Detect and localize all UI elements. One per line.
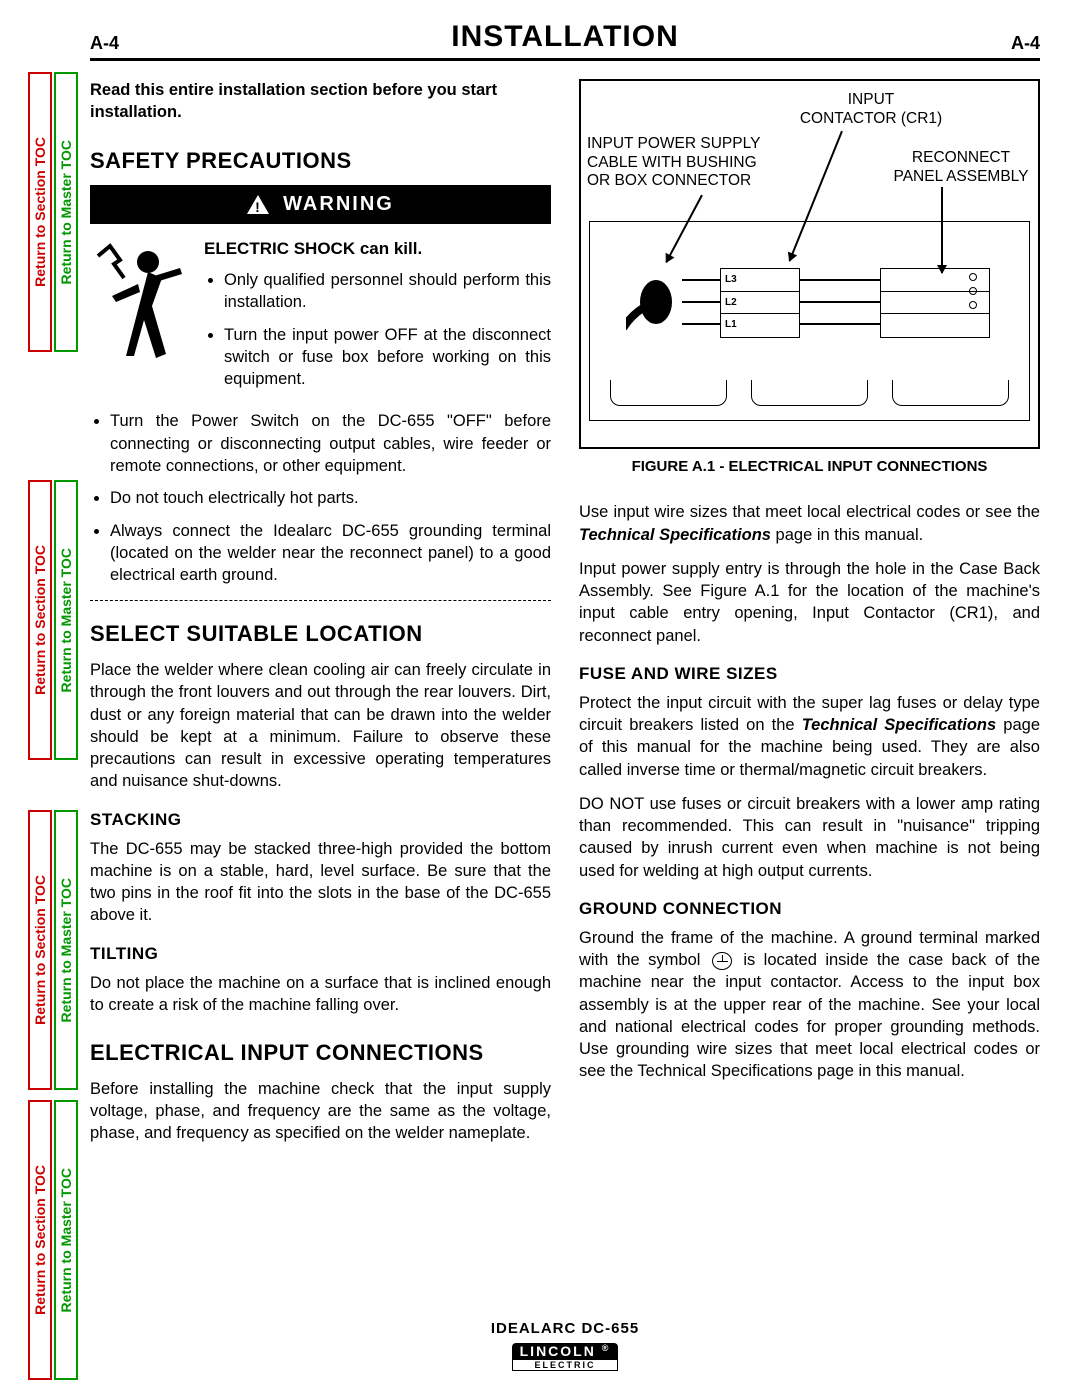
elec-heading: ELECTRICAL INPUT CONNECTIONS — [90, 1038, 551, 1068]
return-section-toc-tab[interactable]: Return to Section TOC — [28, 72, 52, 352]
side-tabs: Return to Section TOCReturn to Master TO… — [28, 0, 78, 1397]
warning-label: WARNING — [283, 191, 394, 218]
toc-tab-pair: Return to Section TOCReturn to Master TO… — [28, 480, 78, 760]
lincoln-logo: LINCOLN ® ELECTRIC — [512, 1343, 619, 1371]
return-section-toc-tab[interactable]: Return to Section TOC — [28, 480, 52, 760]
ground-symbol-icon — [712, 952, 732, 970]
return-master-toc-tab[interactable]: Return to Master TOC — [54, 72, 78, 352]
safety-bullet: Do not touch electrically hot parts. — [110, 487, 551, 509]
warning-bar: WARNING — [90, 185, 551, 224]
page-title: INSTALLATION — [451, 20, 679, 54]
toc-tab-pair: Return to Section TOCReturn to Master TO… — [28, 1100, 78, 1380]
stacking-para: The DC-655 may be stacked three-high pro… — [90, 838, 551, 927]
electric-shock-icon — [90, 238, 190, 368]
right-p2: Input power supply entry is through the … — [579, 558, 1040, 647]
right-column: INPUTCONTACTOR (CR1) INPUT POWER SUPPLYC… — [579, 79, 1040, 1157]
shock-heading: ELECTRIC SHOCK can kill. — [204, 238, 551, 261]
stacking-heading: STACKING — [90, 809, 551, 832]
fuse-p2: DO NOT use fuses or circuit breakers wit… — [579, 793, 1040, 882]
return-section-toc-tab[interactable]: Return to Section TOC — [28, 1100, 52, 1380]
fig-label-reconnect: RECONNECTPANEL ASSEMBLY — [881, 149, 1041, 186]
tilting-heading: TILTING — [90, 943, 551, 966]
ground-para: Ground the frame of the machine. A groun… — [579, 927, 1040, 1083]
warning-triangle-icon — [247, 195, 269, 214]
footer-model: IDEALARC DC-655 — [90, 1320, 1040, 1337]
tilting-para: Do not place the machine on a surface th… — [90, 972, 551, 1017]
right-p1: Use input wire sizes that meet local ele… — [579, 501, 1040, 546]
return-master-toc-tab[interactable]: Return to Master TOC — [54, 1100, 78, 1380]
safety-bullets: Turn the Power Switch on the DC-655 "OFF… — [90, 410, 551, 586]
fuse-p1: Protect the input circuit with the super… — [579, 692, 1040, 781]
fig-label-supply: INPUT POWER SUPPLYCABLE WITH BUSHINGOR B… — [587, 135, 797, 191]
page-header: A-4 INSTALLATION A-4 — [90, 20, 1040, 61]
fuse-heading: FUSE AND WIRE SIZES — [579, 663, 1040, 686]
page-content: A-4 INSTALLATION A-4 Read this entire in… — [90, 20, 1040, 1377]
left-column: Read this entire installation section be… — [90, 79, 551, 1157]
shock-bullet: Only qualified personnel should perform … — [224, 269, 551, 314]
return-master-toc-tab[interactable]: Return to Master TOC — [54, 480, 78, 760]
elec-para: Before installing the machine check that… — [90, 1078, 551, 1145]
location-para: Place the welder where clean cooling air… — [90, 659, 551, 793]
safety-heading: SAFETY PRECAUTIONS — [90, 146, 551, 176]
page-number-right: A-4 — [1011, 33, 1040, 54]
figure-inner-box: L3 L2 L1 — [589, 221, 1030, 421]
page-footer: IDEALARC DC-655 LINCOLN ® ELECTRIC — [90, 1320, 1040, 1373]
cable-plug-icon — [626, 274, 682, 330]
shock-bullets: Only qualified personnel should perform … — [204, 269, 551, 390]
intro-text: Read this entire installation section be… — [90, 79, 551, 124]
return-section-toc-tab[interactable]: Return to Section TOC — [28, 810, 52, 1090]
terminal-box-reconnect — [880, 268, 990, 338]
location-heading: SELECT SUITABLE LOCATION — [90, 619, 551, 649]
fig-label-contactor: INPUTCONTACTOR (CR1) — [781, 91, 961, 128]
dashed-divider — [90, 600, 551, 601]
figure-caption: FIGURE A.1 - ELECTRICAL INPUT CONNECTION… — [579, 457, 1040, 477]
figure-a1: INPUTCONTACTOR (CR1) INPUT POWER SUPPLYC… — [579, 79, 1040, 449]
return-master-toc-tab[interactable]: Return to Master TOC — [54, 810, 78, 1090]
ground-heading: GROUND CONNECTION — [579, 898, 1040, 921]
toc-tab-pair: Return to Section TOCReturn to Master TO… — [28, 72, 78, 352]
safety-bullet: Turn the Power Switch on the DC-655 "OFF… — [110, 410, 551, 477]
page-number-left: A-4 — [90, 33, 119, 54]
shock-bullet: Turn the input power OFF at the disconne… — [224, 324, 551, 391]
safety-bullet: Always connect the Idealarc DC-655 groun… — [110, 520, 551, 587]
toc-tab-pair: Return to Section TOCReturn to Master TO… — [28, 810, 78, 1090]
terminal-box-input: L3 L2 L1 — [720, 268, 800, 338]
